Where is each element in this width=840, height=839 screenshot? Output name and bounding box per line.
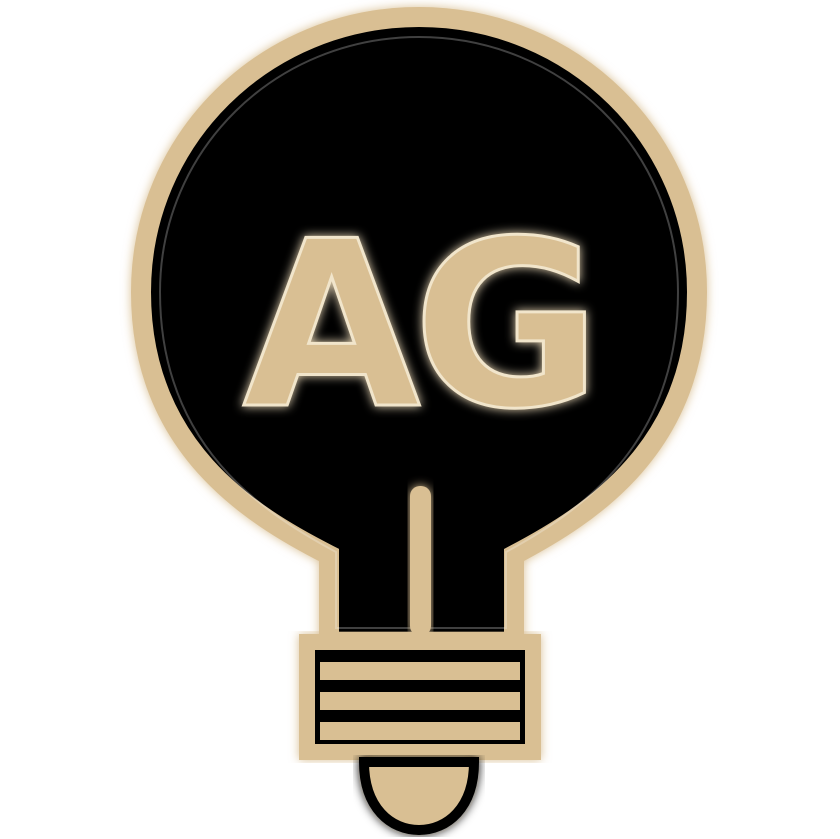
socket-band-3	[320, 722, 520, 740]
socket-band-2	[320, 692, 520, 710]
bulb-contact-tip	[358, 757, 480, 836]
socket-band-1	[320, 662, 520, 680]
ag-monogram: AG	[243, 193, 594, 460]
bulb-inner-outline	[158, 35, 680, 629]
bulb-filament	[410, 486, 431, 636]
bulb-outline	[130, 6, 708, 652]
